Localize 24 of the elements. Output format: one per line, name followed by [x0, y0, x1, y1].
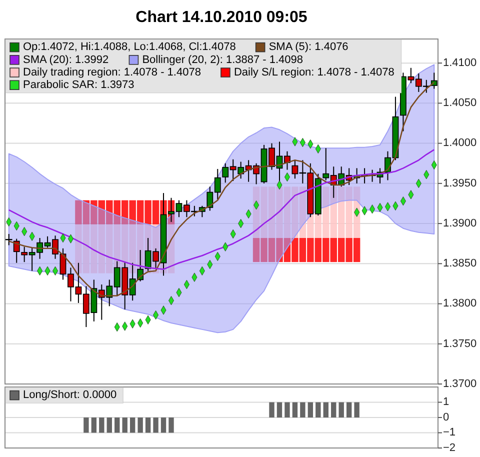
candlestick — [5, 233, 12, 246]
chart-title: Chart 14.10.2010 09:05 — [136, 9, 308, 26]
y-tick-label: 0 — [443, 411, 450, 424]
legend-label: Long/Short: 0.0000 — [23, 389, 117, 402]
y-tick-label: 1.4000 — [443, 137, 477, 150]
y-tick-label: 1.3800 — [443, 298, 477, 310]
y-tick-label: 1.3900 — [443, 217, 477, 230]
y-tick-label: 1 — [443, 396, 450, 408]
y-tick-label: 1.3700 — [443, 378, 477, 390]
legend-label: Daily trading region: 1.4078 - 1.4078 — [23, 66, 201, 78]
y-tick-label: −2 — [443, 442, 456, 454]
legend-label: SMA (5): 1.4076 — [268, 41, 348, 54]
legend-label: Parabolic SAR: 1.3973 — [23, 79, 134, 92]
legend-label: SMA (20): 1.3992 — [23, 54, 109, 66]
y-tick-label: 1.3850 — [443, 258, 477, 270]
legend-label: Bollinger (20, 2): 1.3887 - 1.4098 — [142, 54, 304, 66]
y-tick-label: 1.4100 — [443, 56, 477, 69]
y-tick-label: −1 — [443, 426, 456, 439]
y-tick-label: 1.3950 — [443, 177, 477, 190]
line-series — [8, 149, 435, 270]
legend-label: Op:1.4072, Hi:1.4088, Lo:1.4068, Cl:1.4078 — [23, 41, 236, 54]
y-tick-label: 1.3750 — [443, 338, 477, 350]
y-tick-label: 1.4050 — [443, 97, 477, 110]
legend-label: Daily S/L region: 1.4078 - 1.4078 — [234, 66, 394, 78]
